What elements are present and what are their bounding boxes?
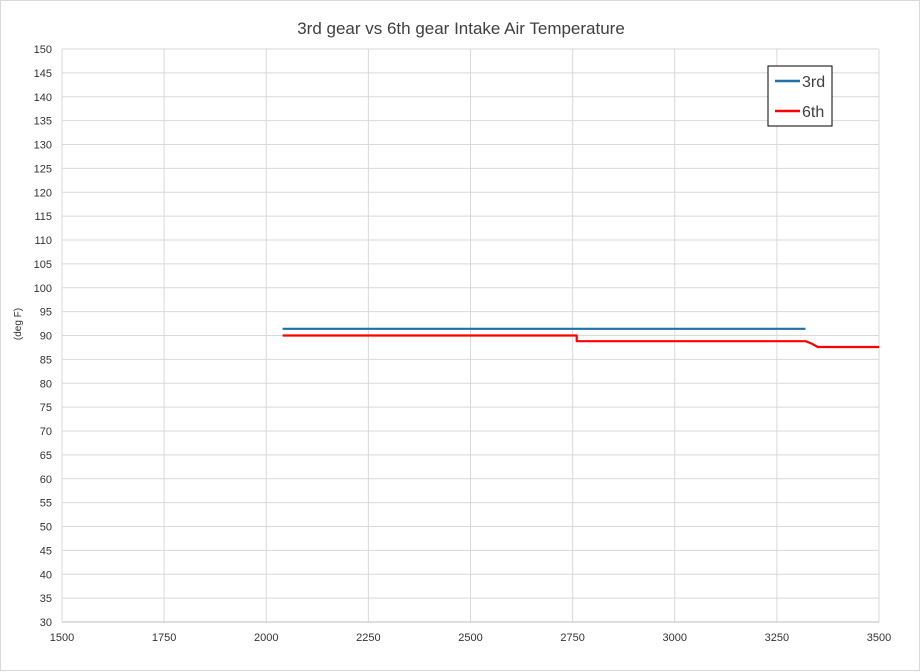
x-tick-label: 3250 — [765, 632, 789, 644]
y-tick-label: 150 — [34, 44, 52, 56]
y-tick-label: 50 — [40, 522, 52, 534]
y-tick-label: 65 — [40, 450, 52, 462]
y-tick-label: 115 — [34, 211, 52, 223]
y-tick-label: 60 — [40, 474, 52, 486]
x-tick-label: 2500 — [458, 632, 482, 644]
x-tick-label: 3500 — [867, 632, 891, 644]
y-tick-label: 40 — [40, 569, 52, 581]
y-tick-label: 125 — [34, 163, 52, 175]
series-line-6th — [282, 334, 879, 349]
x-tick-label: 2000 — [254, 632, 278, 644]
y-tick-label: 130 — [34, 140, 52, 152]
y-tick-label: 140 — [34, 92, 52, 104]
x-tick-label: 3000 — [663, 632, 687, 644]
y-tick-label: 105 — [34, 259, 52, 271]
legend: 3rd 6th — [767, 65, 833, 127]
x-tick-label: 1750 — [152, 632, 176, 644]
axis-layer: 30 35 40 45 50 55 60 65 70 75 80 85 90 95 100 105 110 115… — [34, 44, 892, 644]
y-tick-label: 35 — [40, 593, 52, 605]
y-axis-label: (deg F) — [13, 308, 24, 340]
legend-label-3rd: 3rd — [802, 74, 825, 91]
x-tick-label: 2250 — [356, 632, 380, 644]
y-tick-label: 110 — [34, 235, 52, 247]
y-tick-label: 100 — [34, 283, 52, 295]
x-tick-label: 2750 — [560, 632, 584, 644]
y-tick-label: 85 — [40, 354, 52, 366]
y-tick-label: 80 — [40, 378, 52, 390]
legend-label-6th: 6th — [802, 104, 824, 121]
y-tick-label: 120 — [34, 187, 52, 199]
y-tick-label: 45 — [40, 545, 52, 557]
legend-box — [767, 65, 833, 127]
y-tick-label: 70 — [40, 426, 52, 438]
y-tick-label: 90 — [40, 331, 52, 343]
chart-title: 3rd gear vs 6th gear Intake Air Temperat… — [297, 19, 625, 38]
y-tick-label: 135 — [34, 116, 52, 128]
y-tick-label: 95 — [40, 307, 52, 319]
y-tick-label: 55 — [40, 498, 52, 510]
y-tick-label: 75 — [40, 402, 52, 414]
series-layer — [282, 327, 879, 349]
x-tick-label: 1500 — [50, 632, 74, 644]
y-tick-label: 145 — [34, 68, 52, 80]
y-tick-label: 30 — [40, 617, 52, 629]
